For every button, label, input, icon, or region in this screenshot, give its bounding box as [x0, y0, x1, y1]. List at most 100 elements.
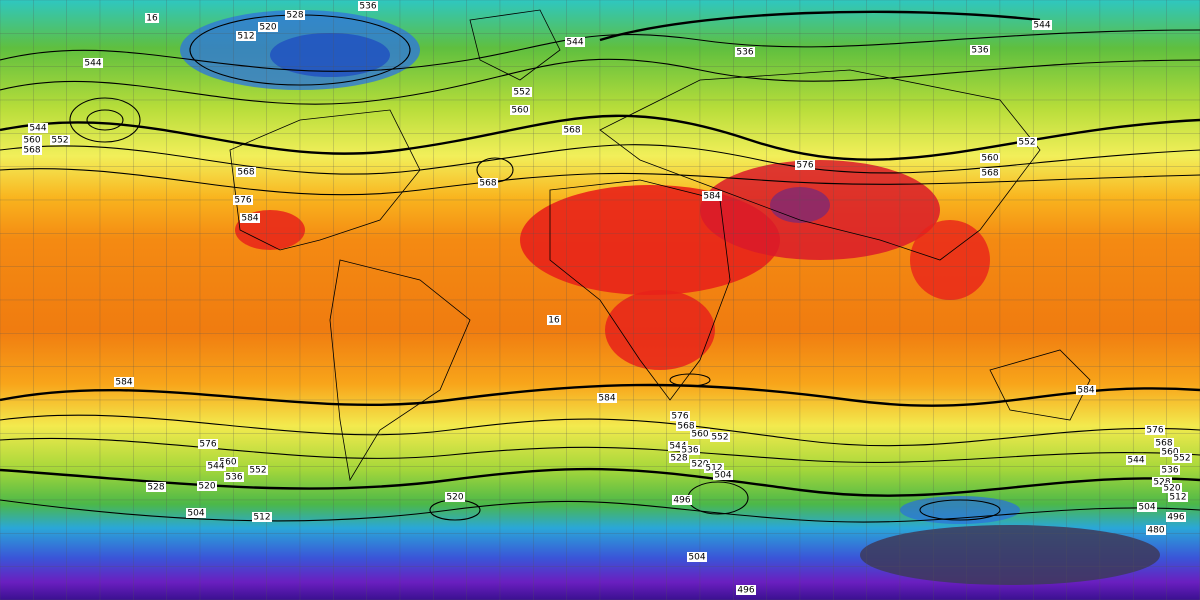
contour-label: 528 [1153, 478, 1170, 488]
contour-label: 560 [1161, 448, 1178, 458]
label-background [285, 10, 305, 20]
label-background [146, 482, 166, 492]
label-background [1032, 20, 1052, 30]
contour-label: 552 [249, 466, 266, 476]
contour-label: 568 [479, 179, 496, 189]
contour-label: 568 [563, 126, 580, 136]
warm-area [605, 290, 715, 370]
label-background [672, 495, 692, 505]
contour-label: 528 [670, 454, 687, 464]
contour [599, 10, 1041, 42]
contour-label: 568 [677, 422, 694, 432]
contour [69, 97, 141, 143]
label-background [735, 47, 755, 57]
contour-label: 544 [84, 59, 101, 69]
contour-label: 576 [199, 440, 216, 450]
label-background [512, 87, 532, 97]
label-background [676, 421, 696, 431]
contour-label: 544 [566, 38, 583, 48]
contour [86, 109, 124, 131]
coast [469, 9, 561, 81]
contour-label: 584 [703, 192, 720, 202]
label-background [702, 191, 722, 201]
label-background [445, 492, 465, 502]
label-background [22, 135, 42, 145]
label-background [50, 135, 70, 145]
label-background [668, 441, 688, 451]
contour-label: 520 [259, 23, 276, 33]
contour [0, 58, 1200, 105]
label-background [248, 465, 268, 475]
contour-label: 528 [147, 483, 164, 493]
contour [0, 499, 1200, 523]
label-background [562, 125, 582, 135]
coast [549, 179, 731, 401]
label-background [22, 145, 42, 155]
label-background [547, 315, 561, 325]
label-background [240, 213, 260, 223]
label-background [687, 552, 707, 562]
contour-label: 576 [671, 412, 688, 422]
contour-label: 560 [23, 136, 40, 146]
contour [0, 383, 1200, 407]
label-background [1168, 492, 1188, 502]
label-background [186, 508, 206, 518]
coastlines [229, 9, 1091, 482]
contour-label: 504 [187, 509, 204, 519]
contour-label: 584 [241, 214, 258, 224]
label-background [197, 481, 217, 491]
label-background [114, 377, 134, 387]
coast [599, 69, 1041, 261]
contour-label: 504 [714, 471, 731, 481]
contour-label: 552 [513, 88, 530, 98]
contour [0, 414, 1200, 447]
contour-label: 584 [115, 378, 132, 388]
contour-label: 568 [23, 146, 40, 156]
coast [229, 109, 421, 251]
label-background [1162, 483, 1182, 493]
label-background [1160, 447, 1180, 457]
contour-label: 536 [1161, 466, 1178, 476]
contour-labels: 5365285205121654454453654453655256056855… [22, 1, 1192, 596]
label-background [1172, 453, 1192, 463]
contour-label: 568 [981, 169, 998, 179]
label-background [1137, 502, 1157, 512]
contour-label: 496 [1167, 513, 1184, 523]
label-background [83, 58, 103, 68]
contour-label: 544 [1033, 21, 1050, 31]
contour-label: 504 [688, 553, 705, 563]
contour [0, 114, 1200, 161]
warm-area [910, 220, 990, 300]
label-background [233, 195, 253, 205]
contour-label: 568 [1155, 439, 1172, 449]
contour-label: 552 [51, 136, 68, 146]
contour-label: 544 [1127, 456, 1144, 466]
contour [919, 499, 1001, 521]
contour-label: 520 [1163, 484, 1180, 494]
contour-label: 568 [237, 168, 254, 178]
contour-label: 528 [286, 11, 303, 21]
label-background [1146, 525, 1166, 535]
label-background [597, 393, 617, 403]
contour-label: 520 [446, 493, 463, 503]
contour-label: 536 [681, 446, 698, 456]
contour-label: 560 [219, 458, 236, 468]
contour-label: 560 [511, 106, 528, 116]
label-background [795, 160, 815, 170]
contour-label: 560 [691, 430, 708, 440]
contour-label: 520 [691, 460, 708, 470]
label-background [736, 585, 756, 595]
contour-label: 512 [1169, 493, 1186, 503]
label-background [236, 167, 256, 177]
label-background [206, 461, 226, 471]
label-background [224, 472, 244, 482]
contour-label: 536 [225, 473, 242, 483]
label-background [980, 168, 1000, 178]
cold-core [860, 525, 1160, 585]
contour-label: 560 [981, 154, 998, 164]
label-background [669, 453, 689, 463]
label-background [1166, 512, 1186, 522]
label-background [510, 105, 530, 115]
